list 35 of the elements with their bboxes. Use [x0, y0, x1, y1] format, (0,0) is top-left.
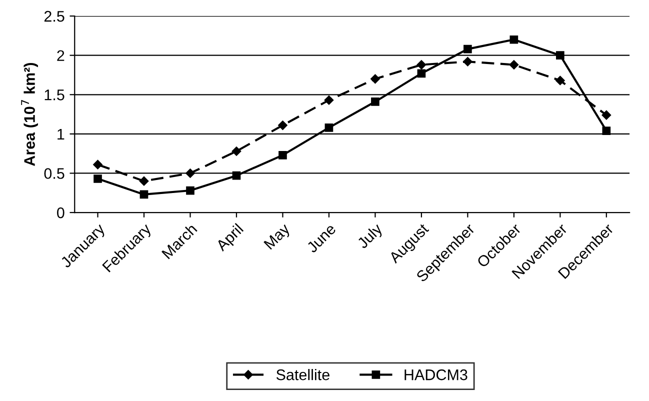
- point: [371, 98, 380, 106]
- point: [602, 126, 611, 135]
- point: [232, 171, 241, 180]
- point: [463, 57, 472, 66]
- point: [556, 76, 565, 86]
- y-tick-label: 1.5: [44, 90, 64, 100]
- point: [324, 96, 334, 105]
- y-axis-title: Area (10$^{7}$ km²): [21, 62, 38, 166]
- point: [464, 44, 472, 54]
- point: [186, 168, 195, 178]
- point: [139, 176, 149, 186]
- point: [324, 123, 334, 132]
- point: [556, 51, 564, 60]
- x-tick-label: May: [264, 222, 293, 252]
- legend-label: Satellite: [276, 369, 330, 380]
- point: [509, 60, 519, 70]
- point: [417, 69, 426, 78]
- point: [416, 60, 426, 70]
- point: [232, 146, 242, 156]
- x-tick-label: July: [356, 222, 386, 252]
- y-tick-label: 2: [57, 50, 64, 61]
- point: [602, 110, 612, 120]
- point: [278, 150, 287, 160]
- point: [278, 120, 288, 130]
- y-tick-label: 1: [58, 128, 64, 140]
- point: [94, 174, 102, 183]
- point: [370, 74, 380, 84]
- y-tick-label: 0: [57, 207, 64, 218]
- point: [93, 160, 102, 170]
- point: [140, 190, 148, 199]
- y-tick-label: 0.5: [44, 168, 64, 179]
- point: [186, 186, 194, 195]
- point: [510, 35, 518, 44]
- legend-label: HADCM3: [404, 369, 468, 380]
- y-tick-label: 2.5: [44, 10, 64, 22]
